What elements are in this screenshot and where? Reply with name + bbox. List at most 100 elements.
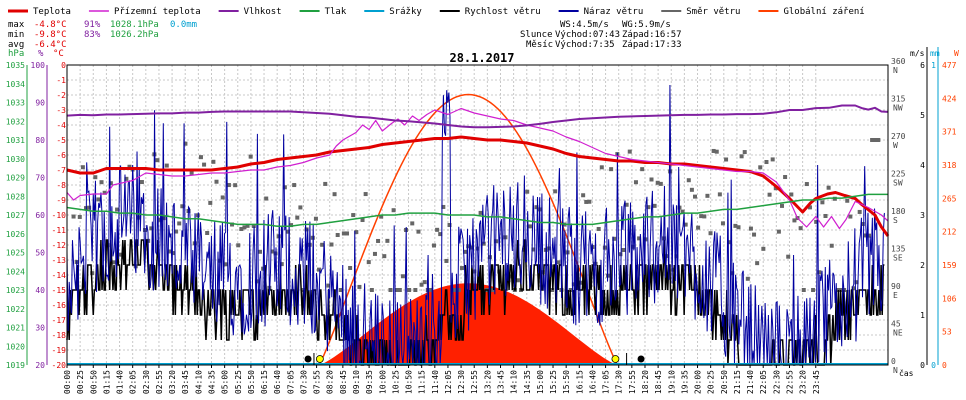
- temperature-tick: -5: [56, 136, 66, 145]
- x-tick-label: 20:25: [707, 370, 716, 394]
- wind-direction-point: [689, 187, 694, 192]
- direction-compass-tick: E: [893, 291, 898, 300]
- wind-direction-point: [149, 226, 154, 231]
- wind-direction-point: [705, 193, 710, 198]
- wind-direction-point: [745, 276, 750, 281]
- wind-direction-point: [379, 214, 384, 219]
- wind-direction-point: [717, 192, 722, 197]
- wind-direction-point: [407, 288, 412, 292]
- wind-direction-point: [459, 266, 464, 271]
- x-tick-label: 04:35: [207, 370, 216, 394]
- wind-direction-point: [115, 207, 120, 212]
- wind-direction-point: [801, 288, 806, 292]
- wind-direction-point: [447, 223, 452, 228]
- x-tick-label: 11:15: [418, 370, 427, 394]
- wind-direction-point: [441, 204, 446, 209]
- wind-direction-point: [369, 288, 374, 292]
- wind-direction-point: [251, 224, 256, 229]
- wind-direction-point: [108, 181, 113, 186]
- direction-tick: 225: [891, 170, 906, 179]
- wind-direction-point: [382, 254, 387, 259]
- wind-direction-point: [338, 288, 343, 292]
- wind-direction-point: [873, 138, 878, 142]
- wind-direction-point: [621, 247, 626, 252]
- wind-direction-point: [758, 165, 763, 170]
- x-tick-label: 01:40: [116, 370, 125, 394]
- wind-direction-point: [686, 178, 691, 183]
- wind-direction-point: [553, 189, 558, 194]
- wind-direction-point: [789, 192, 794, 197]
- wind-direction-point: [410, 221, 415, 226]
- pressure-tick: 1020: [6, 342, 25, 351]
- wind-direction-point: [208, 200, 213, 205]
- wind-direction-point: [599, 165, 604, 170]
- wind-direction-point: [335, 233, 340, 238]
- sun-set: Západ:16:57: [622, 30, 682, 40]
- wind-direction-point: [820, 200, 825, 205]
- wind-direction-point: [633, 180, 638, 185]
- x-tick-label: 07:05: [286, 370, 295, 394]
- x-tick-label: 12:30: [457, 370, 466, 394]
- rain-axis-unit: mm: [930, 49, 940, 58]
- direction-compass-tick: NW: [893, 104, 903, 113]
- wind-direction-point: [699, 214, 704, 219]
- stat-max-rain: 0.0mm: [170, 20, 197, 30]
- wind-direction-point: [456, 288, 461, 292]
- wind-direction-point: [80, 165, 85, 170]
- pressure-tick: 1034: [6, 80, 25, 89]
- wind-direction-point: [680, 209, 685, 214]
- wind-direction-point: [304, 227, 309, 232]
- solar-tick: 159: [942, 261, 957, 270]
- sunrise-marker: [315, 355, 324, 363]
- wind-direction-point: [270, 249, 275, 254]
- temperature-tick: -6: [56, 151, 66, 160]
- wind-direction-point: [124, 176, 129, 181]
- x-tick-label: 07:55: [313, 370, 322, 394]
- x-tick-label: 23:45: [812, 370, 821, 394]
- wind-direction-point: [376, 238, 381, 243]
- wind-direction-point: [584, 199, 589, 204]
- legend-label-5: Rychlost větru: [465, 7, 541, 17]
- wind-tick: 1: [920, 311, 925, 320]
- wind-gust-line: [66, 84, 885, 366]
- wind-direction-point: [811, 288, 816, 292]
- wind-direction-point: [428, 288, 433, 292]
- x-tick-label: 19:10: [667, 370, 676, 394]
- wind-direction-point: [497, 269, 502, 274]
- wind-direction-point: [627, 149, 632, 154]
- x-tick-label: 19:35: [680, 370, 689, 394]
- temperature-tick: -4: [56, 121, 66, 130]
- wind-direction-point: [394, 288, 399, 292]
- wind-direction-point: [478, 210, 483, 215]
- solar-tick: 371: [942, 128, 957, 137]
- wind-direction-point: [596, 226, 601, 231]
- wind-direction-point: [317, 267, 322, 272]
- stat-min-label: min: [8, 30, 24, 40]
- stat-avg-temp: -6.4°C: [34, 40, 67, 50]
- temperature-tick: -13: [52, 256, 67, 265]
- wind-direction-point: [733, 223, 738, 228]
- wind-direction-point: [285, 229, 290, 234]
- wind-direction-point: [435, 227, 440, 232]
- direction-compass-tick: W: [893, 141, 898, 150]
- plot-area: [66, 64, 890, 366]
- temperature-tick: 0: [61, 61, 66, 70]
- series-press: [66, 193, 888, 227]
- direction-compass-tick: N: [893, 366, 898, 375]
- x-tick-label: 22:05: [759, 370, 768, 394]
- wind-direction-point: [90, 271, 95, 276]
- wind-direction-point: [748, 226, 753, 231]
- wind-direction-point: [658, 181, 663, 186]
- solar-tick: 477: [942, 61, 957, 70]
- temperature-tick: -12: [52, 241, 67, 250]
- wind-direction-point: [640, 167, 645, 172]
- wind-direction-point: [776, 229, 781, 234]
- wind-direction-point: [211, 159, 216, 164]
- wind-axis-unit: m/s: [910, 49, 925, 58]
- temperature-tick: -2: [56, 91, 66, 100]
- series-hum: [66, 104, 889, 129]
- direction-tick: 0: [891, 357, 896, 366]
- direction-compass-tick: NE: [893, 329, 903, 338]
- x-tick-label: 10:25: [391, 370, 400, 394]
